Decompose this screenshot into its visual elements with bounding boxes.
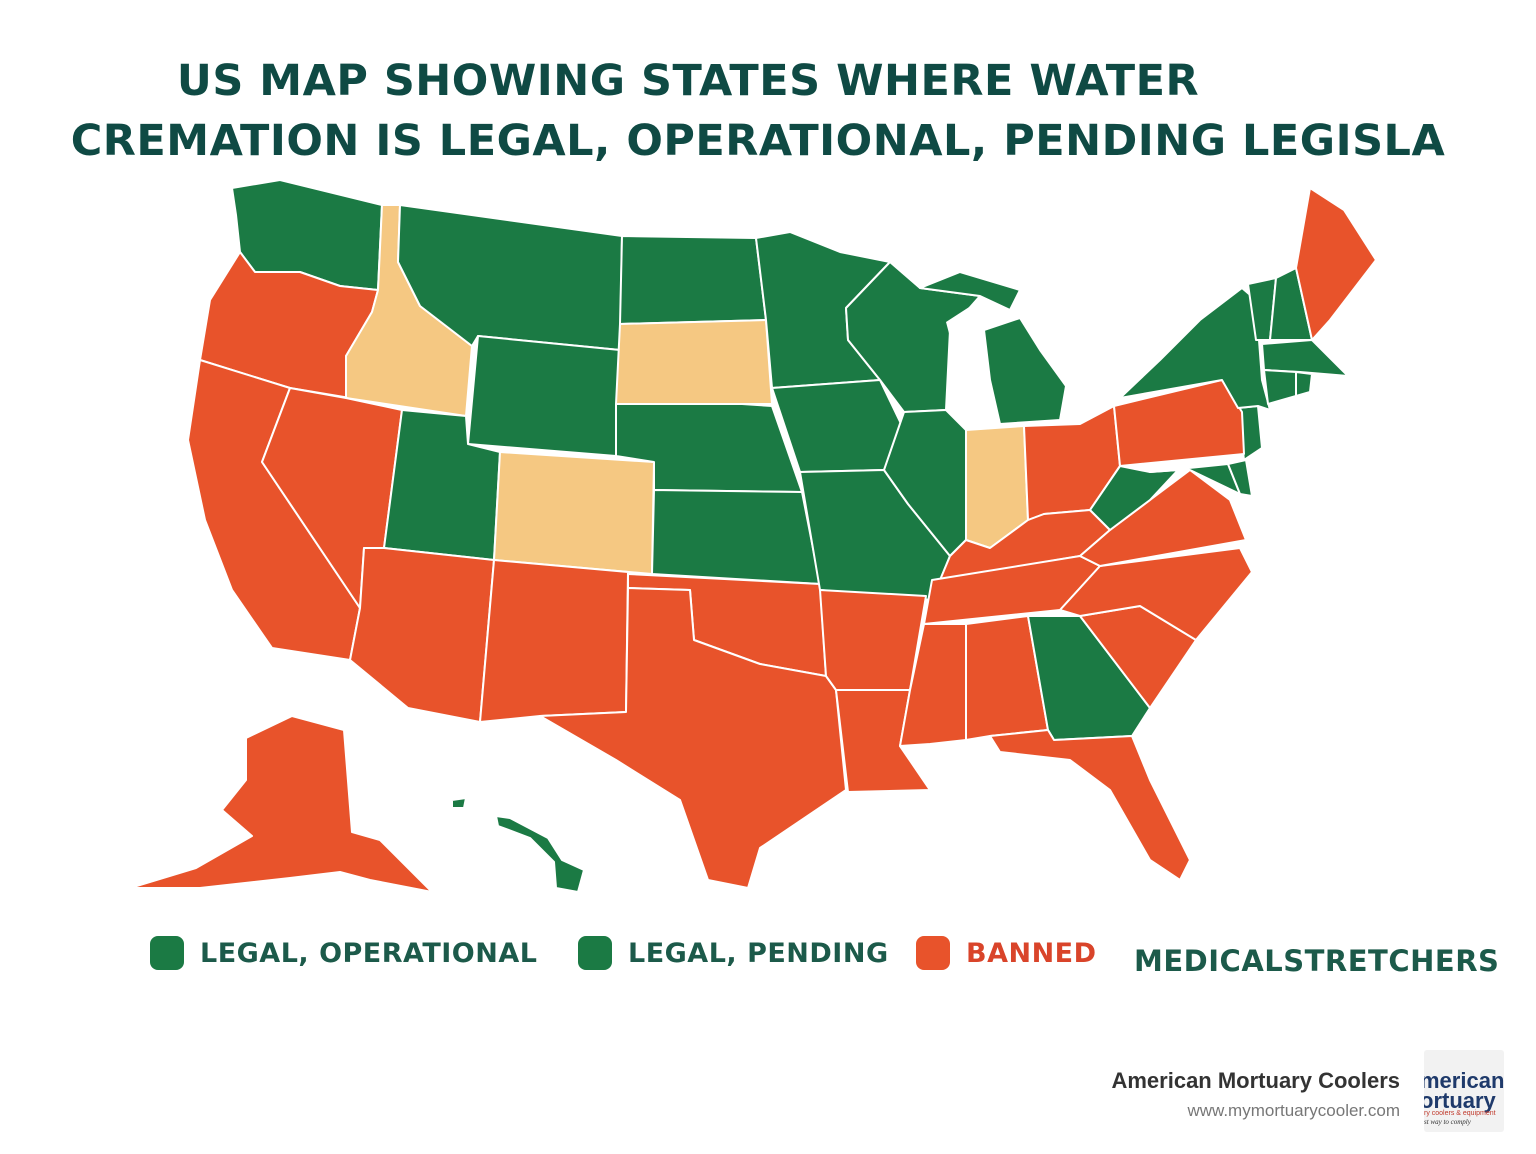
state-new-york	[1119, 287, 1271, 411]
state-wyoming	[467, 335, 621, 457]
logo-line-2: ortuary	[1424, 1088, 1496, 1113]
state-rhode-island	[1295, 371, 1313, 397]
state-louisiana	[835, 689, 931, 793]
logo-line-3: ry coolers & equipment	[1424, 1110, 1496, 1117]
legend-label-legal-pending: LEGAL, PENDING	[628, 937, 889, 969]
state-colorado	[493, 451, 655, 575]
map-title-line-2: CREMATION IS LEGAL, OPERATIONAL, PENDING…	[70, 116, 1446, 166]
map-title-line-1: US MAP SHOWING STATES WHERE WATER	[176, 56, 1200, 106]
state-south-dakota	[615, 319, 773, 405]
state-connecticut	[1263, 369, 1297, 405]
state-maine	[1295, 187, 1377, 341]
brand-watermark-text: MEDICALSTRETCHERS	[1134, 944, 1500, 978]
state-north-carolina	[1059, 547, 1253, 641]
great-lakes	[946, 300, 1100, 412]
legend-label-legal-operational: LEGAL, OPERATIONAL	[200, 937, 538, 969]
state-wisconsin	[845, 261, 981, 413]
state-texas	[539, 587, 847, 889]
legend-swatch-legal-operational	[150, 936, 184, 970]
state-arizona	[349, 547, 495, 723]
legend-legal-pending: LEGAL, PENDING	[578, 936, 889, 970]
state-new-mexico	[479, 559, 629, 723]
state-florida	[989, 729, 1191, 881]
state-north-dakota	[619, 235, 767, 325]
state-massachusetts	[1261, 339, 1349, 377]
legend-swatch-legal-pending	[578, 936, 612, 970]
logo-line-4: st way to comply	[1424, 1118, 1471, 1126]
legend-swatch-banned	[916, 936, 950, 970]
state-michigan	[983, 317, 1067, 425]
state-arkansas	[819, 589, 927, 691]
legend-legal-operational: LEGAL, OPERATIONAL	[150, 936, 537, 970]
company-name: American Mortuary Coolers	[1111, 1068, 1400, 1093]
legend-label-banned: BANNED	[966, 937, 1097, 969]
state-pennsylvania	[1113, 379, 1245, 467]
company-website[interactable]: www.mymortuarycooler.com	[1187, 1101, 1400, 1120]
state-hawaii	[451, 797, 585, 893]
legend-banned: BANNED	[916, 936, 1097, 970]
state-delaware	[1227, 459, 1253, 497]
company-logo: merican ortuary ry coolers & equipment s…	[1424, 1050, 1504, 1132]
state-michigan-upper	[919, 271, 1021, 311]
state-iowa	[771, 379, 905, 473]
state-maryland	[1149, 463, 1241, 495]
state-alaska	[129, 715, 433, 893]
logo-line-1: merican	[1424, 1068, 1504, 1093]
state-kansas	[651, 489, 821, 585]
